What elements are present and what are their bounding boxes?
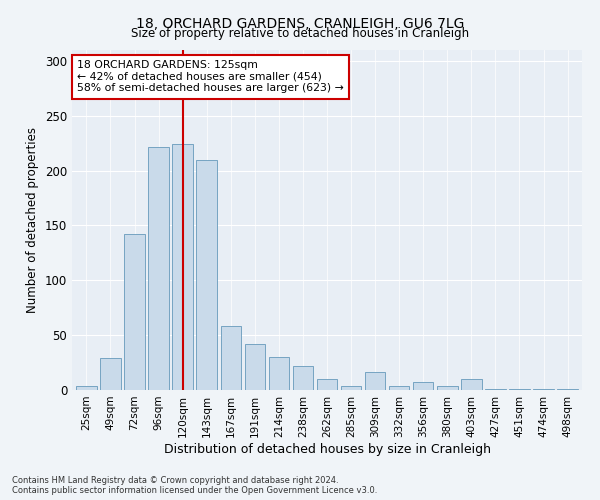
Text: Contains HM Land Registry data © Crown copyright and database right 2024.
Contai: Contains HM Land Registry data © Crown c… — [12, 476, 377, 495]
Bar — [317, 379, 337, 390]
Bar — [437, 386, 458, 390]
Text: 18 ORCHARD GARDENS: 125sqm
← 42% of detached houses are smaller (454)
58% of sem: 18 ORCHARD GARDENS: 125sqm ← 42% of deta… — [77, 60, 344, 94]
Bar — [124, 234, 145, 390]
Text: Size of property relative to detached houses in Cranleigh: Size of property relative to detached ho… — [131, 28, 469, 40]
Bar — [245, 344, 265, 390]
Text: 18, ORCHARD GARDENS, CRANLEIGH, GU6 7LG: 18, ORCHARD GARDENS, CRANLEIGH, GU6 7LG — [136, 18, 464, 32]
Bar — [76, 386, 97, 390]
Bar — [341, 386, 361, 390]
Bar — [172, 144, 193, 390]
X-axis label: Distribution of detached houses by size in Cranleigh: Distribution of detached houses by size … — [163, 442, 491, 456]
Bar — [293, 366, 313, 390]
Bar — [100, 358, 121, 390]
Bar — [413, 382, 433, 390]
Bar — [221, 326, 241, 390]
Y-axis label: Number of detached properties: Number of detached properties — [26, 127, 40, 313]
Bar — [533, 389, 554, 390]
Bar — [389, 386, 409, 390]
Bar — [557, 389, 578, 390]
Bar — [196, 160, 217, 390]
Bar — [269, 357, 289, 390]
Bar — [365, 372, 385, 390]
Bar — [509, 389, 530, 390]
Bar — [485, 389, 506, 390]
Bar — [148, 146, 169, 390]
Bar — [461, 379, 482, 390]
